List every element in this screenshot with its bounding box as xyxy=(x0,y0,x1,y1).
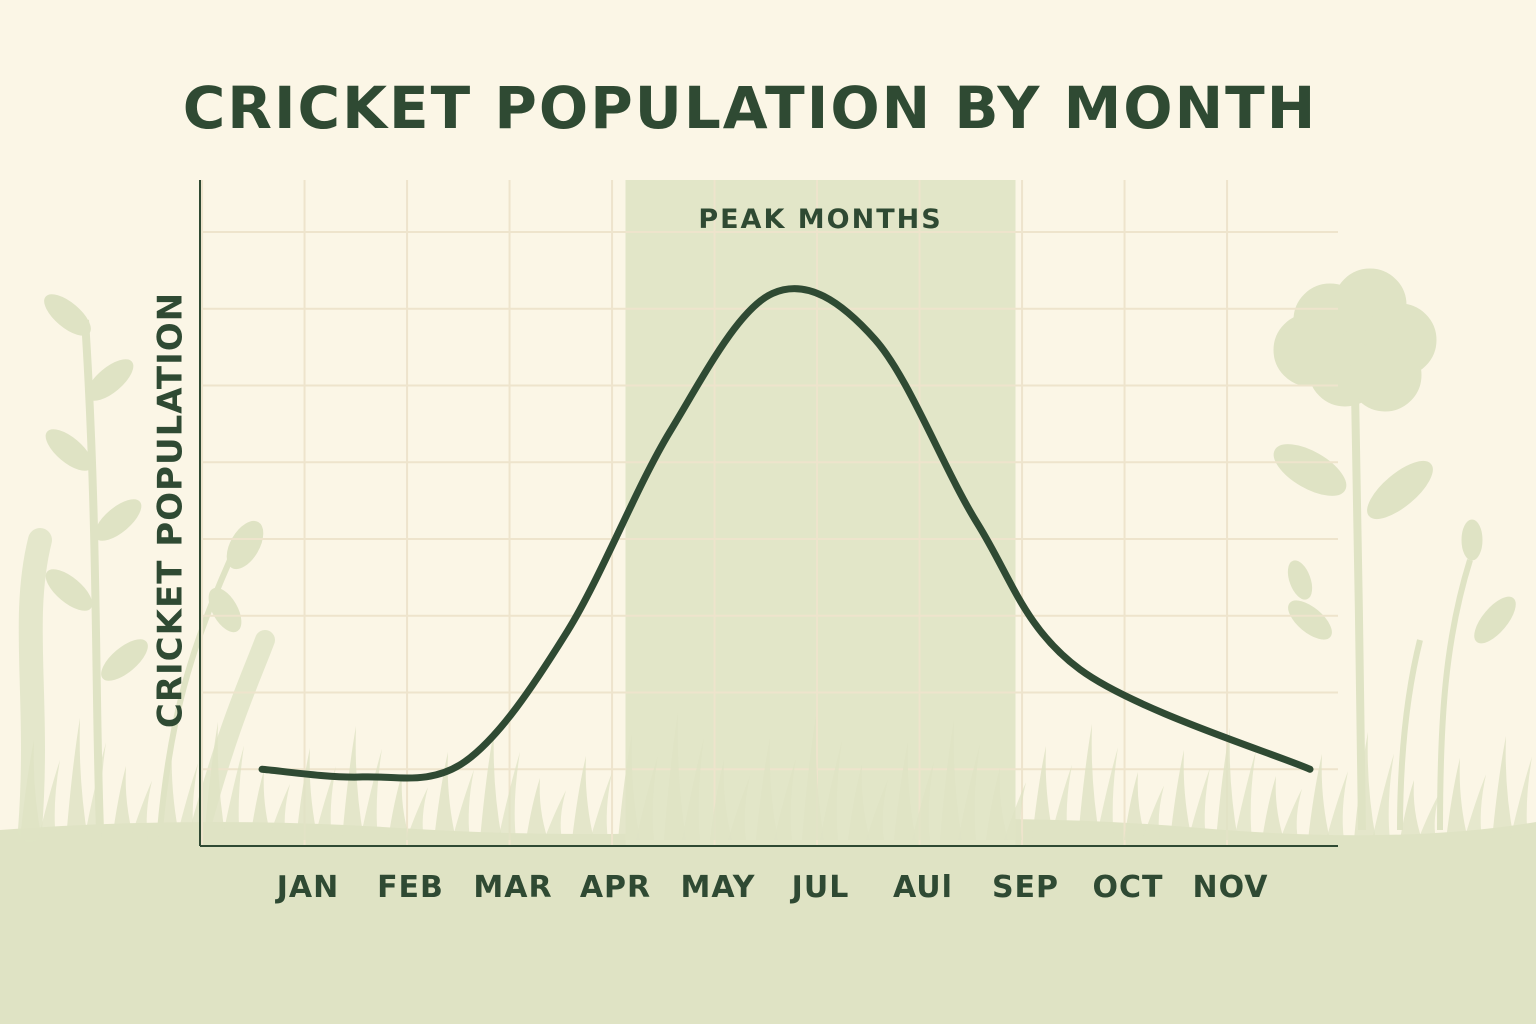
grass-blade xyxy=(222,745,244,840)
grass-blade xyxy=(176,763,198,840)
grass-blade xyxy=(912,761,934,840)
grass-blade xyxy=(618,734,640,840)
grass-blade xyxy=(1234,750,1256,840)
grass-blade xyxy=(1188,768,1210,840)
grass-blade xyxy=(1308,754,1330,840)
grass-blade xyxy=(1078,724,1100,840)
grass-blade xyxy=(84,742,106,840)
x-tick-label: MAR xyxy=(473,870,552,905)
grass-blade xyxy=(452,769,474,840)
grass-blade xyxy=(986,768,1008,840)
grass-blade xyxy=(1354,732,1376,840)
grass-blade xyxy=(572,756,594,840)
grass-blade xyxy=(1004,782,1026,840)
grass-blade xyxy=(1510,756,1532,840)
grass-blade xyxy=(682,737,704,840)
grass-blade xyxy=(636,755,658,840)
grass-foreground-decoration xyxy=(20,712,1532,840)
x-tick-label: APR xyxy=(580,870,651,905)
grass-foliage-decoration xyxy=(0,268,1536,1024)
grass-blade xyxy=(1216,728,1238,840)
grass-blade xyxy=(1326,771,1348,840)
ground-decoration xyxy=(0,818,1536,1024)
grass-blade xyxy=(1446,758,1468,840)
series-line-cricket-population xyxy=(258,285,1314,782)
grass-blade xyxy=(1418,792,1440,840)
grass-blade xyxy=(480,730,502,840)
x-tick-label: OCT xyxy=(1093,870,1164,905)
grass-blade xyxy=(1142,785,1164,840)
grass-blade xyxy=(388,774,410,840)
grass-blade xyxy=(314,766,336,840)
grass-blade xyxy=(544,790,566,840)
x-tick-label: SEP xyxy=(992,870,1059,905)
x-tick-label: JAN xyxy=(275,870,340,905)
grass-blade xyxy=(498,752,520,840)
grass-blade xyxy=(296,748,318,840)
grass-blade xyxy=(360,748,382,840)
grass-blade xyxy=(728,776,750,840)
grass-blade xyxy=(112,766,134,840)
grass-blade xyxy=(158,744,180,840)
grass-blade xyxy=(1400,780,1422,840)
x-tick-label: AUl xyxy=(893,870,953,905)
grass-blade xyxy=(38,760,60,840)
x-tick-label: MAY xyxy=(681,870,756,905)
grass-blade xyxy=(66,718,88,840)
peak-months-label: PEAK MONTHS xyxy=(698,204,942,235)
grass-blade xyxy=(204,722,226,840)
grass-blade xyxy=(756,738,778,840)
x-tick-label: NOV xyxy=(1192,870,1268,905)
grass-blade xyxy=(1124,772,1146,840)
chart-title: CRICKET POPULATION BY MONTH xyxy=(183,74,1318,142)
grass-blade xyxy=(866,779,888,840)
grass-blade xyxy=(130,780,152,840)
grass-blade xyxy=(434,752,456,840)
grass-blade xyxy=(1280,788,1302,840)
grass-blade xyxy=(802,716,824,840)
peak-months-band xyxy=(625,180,1016,846)
grass-blade xyxy=(940,720,962,840)
grass-blade xyxy=(664,712,686,840)
grass-blade xyxy=(710,760,732,840)
grass-blade xyxy=(250,770,272,840)
grass-blade xyxy=(526,778,548,840)
grass-blade xyxy=(1096,747,1118,840)
grass-blade xyxy=(894,742,916,840)
grass-blade xyxy=(1032,746,1054,840)
x-tick-label: JUL xyxy=(790,870,850,905)
grass-blade xyxy=(406,787,428,840)
grass-blade xyxy=(1262,776,1284,840)
grass-blade xyxy=(590,772,612,840)
grass-blade xyxy=(1372,753,1394,840)
right-flower-decoration xyxy=(1273,268,1516,831)
x-tick-labels: JAN FEB MAR APR MAY JUL AUl SEP OCT NOV xyxy=(275,870,1268,905)
grass-blade xyxy=(268,784,290,840)
grid-lines xyxy=(200,180,1338,846)
grass-blade xyxy=(342,726,364,840)
grass-blade xyxy=(820,740,842,840)
grass-blade xyxy=(1170,750,1192,840)
grass-blade xyxy=(1050,764,1072,840)
grass-blade xyxy=(1492,736,1514,840)
grass-blade xyxy=(1464,774,1486,840)
x-tick-label: FEB xyxy=(377,870,444,905)
grass-blade xyxy=(774,758,796,840)
y-axis-label: CRICKET POPULATION xyxy=(151,292,191,728)
grass-blade xyxy=(20,740,42,840)
grass-blade xyxy=(848,764,870,840)
grass-blade xyxy=(958,744,980,840)
